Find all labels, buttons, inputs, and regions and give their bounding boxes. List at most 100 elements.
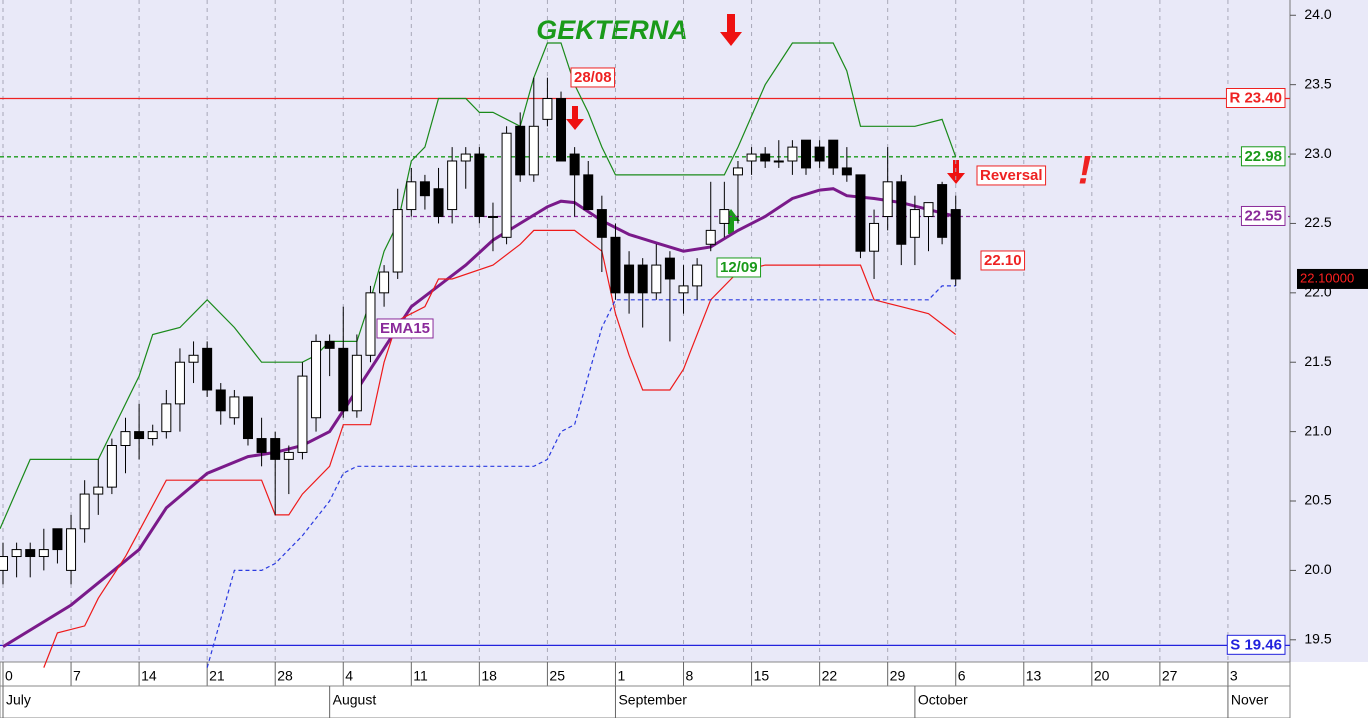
level-label-box bbox=[1240, 146, 1286, 167]
candle-body bbox=[651, 264, 662, 294]
annotation-box bbox=[980, 250, 1026, 271]
x-tick-label: 15 bbox=[754, 668, 770, 684]
arrow-down bbox=[566, 106, 584, 130]
candle-body bbox=[624, 264, 635, 294]
x-tick-label: 29 bbox=[890, 668, 906, 684]
candle-body bbox=[583, 174, 594, 211]
annotation: ! bbox=[1078, 149, 1091, 193]
indicator-line bbox=[43, 229, 957, 668]
candle-body bbox=[419, 181, 430, 197]
candle-body bbox=[79, 493, 90, 530]
chart-title: GEKTERNA bbox=[536, 15, 688, 45]
x-tick-label: 28 bbox=[277, 668, 293, 684]
month-label: July bbox=[6, 692, 31, 708]
candle-body bbox=[719, 209, 730, 224]
y-tick-label: 21.5 bbox=[1304, 353, 1331, 369]
candle-body bbox=[732, 167, 743, 176]
level-label: R 23.40 bbox=[1229, 90, 1282, 107]
candle-body bbox=[556, 98, 567, 162]
candle-body bbox=[869, 222, 880, 252]
month-label: Nover bbox=[1231, 692, 1269, 708]
candle-body bbox=[406, 181, 417, 211]
x-tick-label: 0 bbox=[5, 668, 13, 684]
candle-body bbox=[52, 528, 63, 551]
candle-body bbox=[882, 181, 893, 218]
candle-body bbox=[610, 236, 621, 294]
x-tick-label: 14 bbox=[141, 668, 157, 684]
candle-body bbox=[365, 292, 376, 356]
candle-body bbox=[351, 354, 362, 412]
x-tick-label: 18 bbox=[481, 668, 497, 684]
x-tick-label: 20 bbox=[1094, 668, 1110, 684]
x-tick-label: 21 bbox=[209, 668, 225, 684]
y-tick-label: 24.0 bbox=[1304, 6, 1331, 22]
candle-body bbox=[937, 184, 948, 238]
x-tick-label: 3 bbox=[1230, 668, 1238, 684]
candle-body bbox=[202, 347, 213, 391]
candle-body bbox=[338, 347, 349, 412]
candle-body bbox=[515, 125, 526, 176]
candle-body bbox=[596, 209, 607, 238]
x-axis-panel bbox=[0, 661, 1291, 719]
level-label: 22.55 bbox=[1244, 207, 1282, 224]
x-tick-label: 6 bbox=[958, 668, 966, 684]
annotation: 28/08 bbox=[574, 69, 612, 86]
candle-body bbox=[664, 257, 675, 280]
candle-body bbox=[433, 188, 444, 218]
indicator-line bbox=[0, 42, 957, 530]
candle-body bbox=[256, 438, 267, 453]
candle-body bbox=[487, 216, 498, 219]
y-tick-label: 20.0 bbox=[1304, 561, 1331, 577]
candle-body bbox=[11, 549, 22, 558]
candle-body bbox=[542, 98, 553, 120]
candle-body bbox=[25, 549, 36, 558]
annotation-box bbox=[376, 318, 434, 339]
y-tick-label: 20.5 bbox=[1304, 492, 1331, 508]
candle-body bbox=[760, 153, 771, 162]
x-tick-label: 4 bbox=[345, 668, 353, 684]
y-tick-label: 19.5 bbox=[1304, 630, 1331, 646]
candle-body bbox=[637, 264, 648, 294]
level-label: S 19.46 bbox=[1230, 636, 1282, 653]
y-tick-label: 21.0 bbox=[1304, 422, 1331, 438]
annotation-box bbox=[716, 257, 762, 278]
arrow-down bbox=[720, 14, 742, 46]
level-label-box bbox=[1240, 205, 1286, 226]
annotation-box bbox=[976, 165, 1047, 186]
candle-body bbox=[447, 160, 458, 211]
candle-body bbox=[379, 271, 390, 294]
month-label: September bbox=[618, 692, 687, 708]
y-tick-label: 23.0 bbox=[1304, 145, 1331, 161]
candle-body bbox=[801, 139, 812, 169]
candle-body bbox=[134, 431, 145, 440]
candle-body bbox=[106, 444, 117, 488]
x-tick-label: 25 bbox=[549, 668, 565, 684]
candle-body bbox=[188, 354, 199, 363]
candle-body bbox=[174, 361, 185, 405]
x-tick-label: 11 bbox=[413, 668, 428, 684]
y-tick-label: 23.5 bbox=[1304, 75, 1331, 91]
annotation: EMA15 bbox=[380, 320, 430, 337]
annotation: 22.10 bbox=[984, 252, 1022, 269]
candle-body bbox=[896, 181, 907, 245]
candle-body bbox=[297, 375, 308, 453]
candle-body bbox=[528, 125, 539, 176]
candle-body bbox=[460, 153, 471, 162]
candle-body bbox=[855, 174, 866, 252]
annotation: Reversal bbox=[980, 167, 1043, 184]
month-label: August bbox=[333, 692, 377, 708]
candle-body bbox=[215, 389, 226, 412]
candle-body bbox=[38, 549, 49, 558]
last-price-box bbox=[1297, 268, 1368, 289]
x-tick-label: 1 bbox=[617, 668, 625, 684]
candle-body bbox=[841, 167, 852, 176]
candle-body bbox=[283, 451, 294, 460]
y-tick-label: 22.5 bbox=[1304, 214, 1331, 230]
candle-body bbox=[311, 340, 322, 419]
candle-body bbox=[242, 396, 253, 440]
candle-body bbox=[0, 556, 8, 571]
candle-body bbox=[474, 153, 485, 218]
candle-body bbox=[692, 264, 703, 287]
candle-body bbox=[161, 403, 172, 433]
level-label-box bbox=[1225, 88, 1286, 109]
